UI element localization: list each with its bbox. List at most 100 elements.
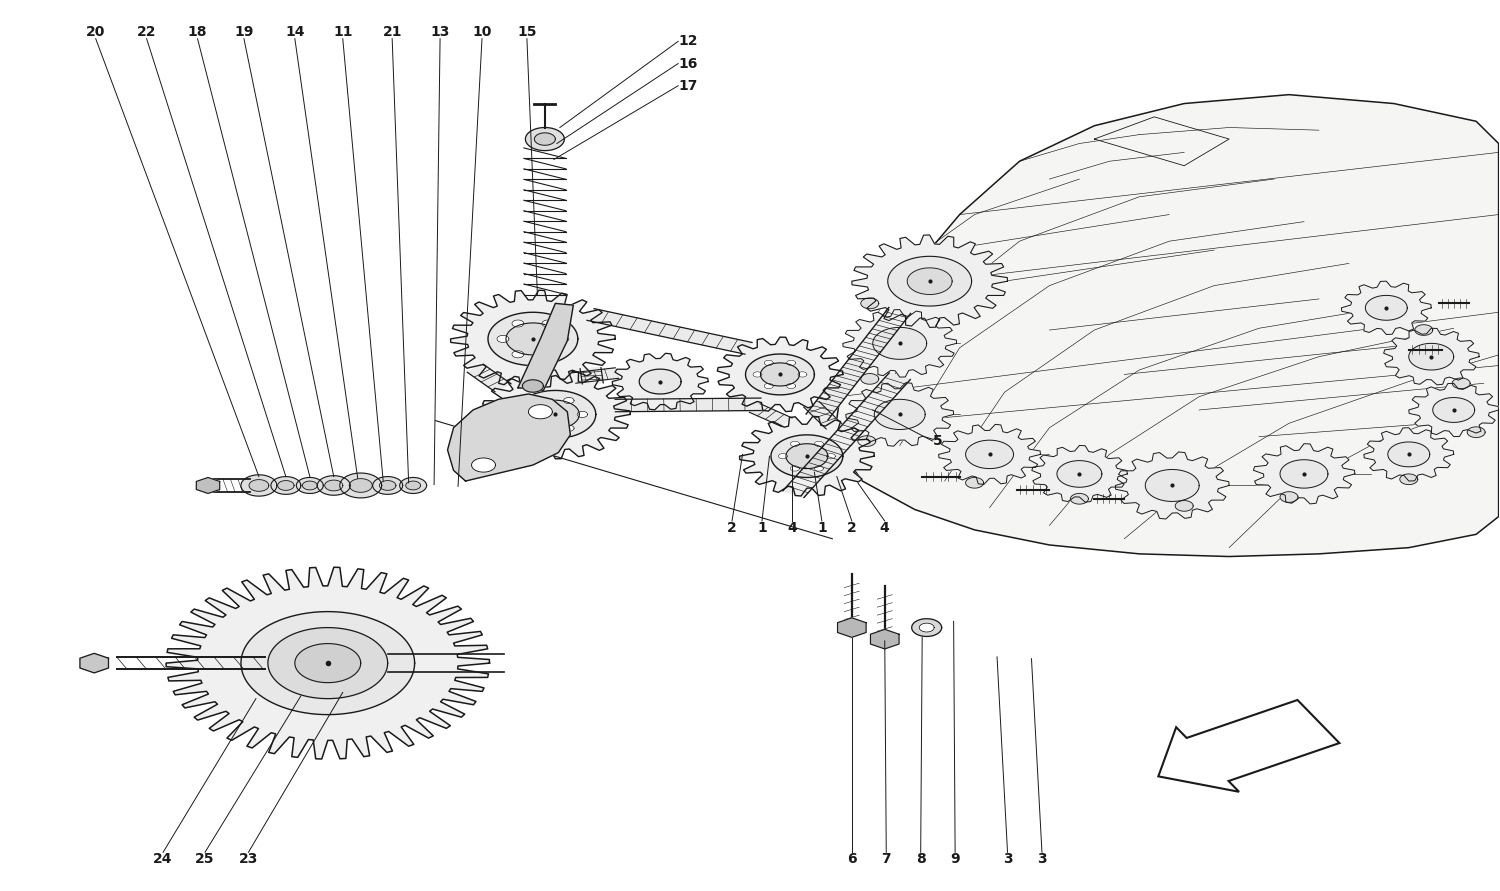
Polygon shape xyxy=(166,568,489,759)
Polygon shape xyxy=(1400,474,1417,485)
Polygon shape xyxy=(524,412,534,418)
Polygon shape xyxy=(873,327,927,359)
Polygon shape xyxy=(966,440,1014,469)
Text: 13: 13 xyxy=(430,25,450,38)
Polygon shape xyxy=(556,335,568,342)
Polygon shape xyxy=(1280,492,1298,503)
Text: 2: 2 xyxy=(728,521,736,535)
Polygon shape xyxy=(1071,494,1089,504)
Polygon shape xyxy=(827,454,836,459)
Polygon shape xyxy=(1408,343,1454,370)
Polygon shape xyxy=(746,354,814,395)
Polygon shape xyxy=(1467,427,1485,437)
Text: 10: 10 xyxy=(472,25,492,38)
Polygon shape xyxy=(1408,383,1498,437)
Text: 5: 5 xyxy=(933,434,942,448)
Polygon shape xyxy=(764,383,772,388)
Polygon shape xyxy=(586,308,752,355)
Polygon shape xyxy=(764,360,772,365)
Polygon shape xyxy=(512,351,524,358)
Polygon shape xyxy=(278,480,294,490)
Text: 19: 19 xyxy=(234,25,254,38)
Text: 25: 25 xyxy=(195,853,214,866)
Text: 15: 15 xyxy=(518,25,537,38)
Polygon shape xyxy=(1280,460,1328,488)
Polygon shape xyxy=(512,320,524,327)
Text: 17: 17 xyxy=(678,78,698,93)
Text: 3: 3 xyxy=(1036,853,1047,866)
Polygon shape xyxy=(843,309,957,377)
Polygon shape xyxy=(798,372,807,377)
Polygon shape xyxy=(939,424,1041,485)
Polygon shape xyxy=(528,405,552,419)
Polygon shape xyxy=(573,368,620,383)
Polygon shape xyxy=(537,425,548,431)
Text: 9: 9 xyxy=(951,853,960,866)
Polygon shape xyxy=(786,360,795,365)
Polygon shape xyxy=(518,303,573,390)
Text: 20: 20 xyxy=(86,25,105,38)
Polygon shape xyxy=(1158,700,1340,792)
Polygon shape xyxy=(268,627,387,699)
Polygon shape xyxy=(966,478,984,488)
Polygon shape xyxy=(874,399,926,429)
Text: 22: 22 xyxy=(136,25,156,38)
Polygon shape xyxy=(920,623,934,632)
Polygon shape xyxy=(815,441,824,446)
Polygon shape xyxy=(1254,444,1354,504)
Polygon shape xyxy=(717,337,843,412)
Polygon shape xyxy=(242,475,278,496)
Polygon shape xyxy=(870,629,898,649)
Text: 4: 4 xyxy=(788,521,796,535)
Text: 11: 11 xyxy=(333,25,352,38)
Polygon shape xyxy=(296,643,360,683)
Polygon shape xyxy=(303,481,316,490)
Polygon shape xyxy=(786,444,828,469)
Polygon shape xyxy=(639,369,681,394)
Polygon shape xyxy=(861,373,879,384)
Polygon shape xyxy=(1414,324,1432,335)
Polygon shape xyxy=(1383,328,1479,385)
Polygon shape xyxy=(846,382,954,446)
Polygon shape xyxy=(861,298,879,308)
Polygon shape xyxy=(447,394,570,481)
Polygon shape xyxy=(514,390,596,438)
Polygon shape xyxy=(740,416,874,496)
Polygon shape xyxy=(1365,296,1407,320)
Polygon shape xyxy=(480,370,630,459)
Polygon shape xyxy=(783,372,910,497)
Polygon shape xyxy=(1032,446,1128,503)
Polygon shape xyxy=(531,400,579,429)
Polygon shape xyxy=(542,320,554,327)
Polygon shape xyxy=(324,480,344,491)
Polygon shape xyxy=(790,441,800,446)
Polygon shape xyxy=(525,127,564,151)
Polygon shape xyxy=(318,476,350,495)
Polygon shape xyxy=(750,404,792,427)
Polygon shape xyxy=(297,478,324,494)
Text: 2: 2 xyxy=(847,521,856,535)
Polygon shape xyxy=(908,268,952,295)
Polygon shape xyxy=(790,466,800,471)
Text: 12: 12 xyxy=(678,35,698,48)
Polygon shape xyxy=(578,412,588,418)
Polygon shape xyxy=(534,133,555,145)
Polygon shape xyxy=(399,478,426,494)
Polygon shape xyxy=(542,351,554,358)
Polygon shape xyxy=(1116,452,1228,519)
Polygon shape xyxy=(753,372,762,377)
Polygon shape xyxy=(242,611,414,715)
Text: 24: 24 xyxy=(153,853,173,866)
Text: 23: 23 xyxy=(238,853,258,866)
Polygon shape xyxy=(506,323,560,355)
Text: 7: 7 xyxy=(882,853,891,866)
Polygon shape xyxy=(380,480,396,490)
Polygon shape xyxy=(760,363,800,386)
Text: 6: 6 xyxy=(847,853,856,866)
Text: 8: 8 xyxy=(916,853,926,866)
Polygon shape xyxy=(496,335,508,342)
Polygon shape xyxy=(1146,470,1198,502)
Polygon shape xyxy=(249,479,268,491)
Text: 21: 21 xyxy=(382,25,402,38)
Polygon shape xyxy=(272,477,302,495)
